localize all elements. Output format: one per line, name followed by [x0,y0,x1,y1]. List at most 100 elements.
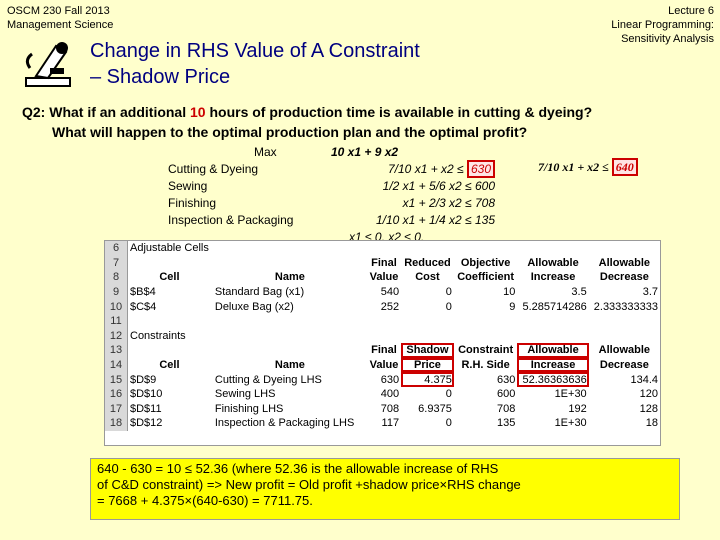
table-cell: 0 [445,300,452,313]
table-cell [211,343,367,358]
table-cell: 134.4 [630,373,658,386]
table-cell [517,241,588,256]
table-cell: Constraints [130,329,186,342]
table-cell: Price [401,357,454,373]
table-cell: Allowable [598,256,651,269]
table-cell: 0 [445,388,452,401]
table-cell: 18 [645,417,658,430]
table-cell: 708 [497,402,516,415]
table-cell [589,314,660,329]
sensitivity-table: 6 Adjustable Cells 7 Final Reduced Objective A… [105,241,660,431]
table-cell [401,241,454,256]
table-row: 11 [105,313,660,329]
table-cell: Cell [159,271,180,284]
table-cell: Increase [530,271,576,284]
row-number: 6 [105,241,128,256]
table-cell: Reduced [404,256,451,269]
callout-line3: = 7668 + 4.375×(640-630) = 7711.75. [97,493,313,508]
table-cell [367,241,401,256]
table-cell [517,314,588,329]
table-cell: 117 [381,417,400,430]
new-constraint-lhs: 7/10 x1 + x2 ≤ [538,160,612,174]
table-cell: 1E+30 [554,417,587,430]
table-cell: 630 [497,373,516,386]
lp-label-sewing: Sewing [168,179,208,193]
table-cell: Value [369,271,399,284]
table-cell [211,314,367,329]
table-cell: 540 [380,286,400,299]
lecture-header: Lecture 6 Linear Programming: Sensitivit… [611,4,714,46]
table-cell [454,314,518,329]
question-prefix: Q2: What if an additional [22,104,190,120]
table-cell [128,314,211,329]
table-cell: Allowable [598,344,651,357]
table-cell: Increase [517,357,589,373]
table-cell: $D$10 [130,388,163,401]
table-cell [454,241,518,256]
table-cell [211,241,367,256]
table-cell [401,314,454,329]
table-cell [128,343,211,358]
table-cell: Allowable [527,256,579,269]
table-cell: Standard Bag (x1) [214,286,305,299]
table-row: 15 $D$9 Cutting & Dyeing LHS 630 4.375 630 52.… [105,372,660,387]
lecture-topic: Linear Programming: [611,19,714,31]
callout-line2: of C&D constraint) => New profit = Old p… [97,477,521,492]
table-cell: R.H. Side [461,359,510,372]
table-cell: 192 [568,402,587,415]
new-constraint: 7/10 x1 + x2 ≤ 640 [538,158,638,176]
row-number: 17 [105,401,128,417]
course-header: OSCM 230 Fall 2013 Management Science [7,4,113,32]
table-row: 16 $D$10 Sewing LHS 400 0 600 1E+30 120 [105,386,660,402]
lp-constraint-sewing: 1/2 x1 + 5/6 x2 ≤ 600 [382,179,495,193]
course-subject: Management Science [7,19,114,31]
table-row: 12 Constraints [105,328,660,344]
table-cell: 9 [509,300,516,313]
lp-labels: Max Cutting & Dyeing Sewing Finishing In… [168,144,293,229]
callout-line1: 640 - 630 = 10 ≤ 52.36 (where 52.36 is t… [97,461,499,476]
row-number: 12 [105,328,128,344]
lecture-subtopic: Sensitivity Analysis [621,33,714,45]
lp-label-finishing: Finishing [168,196,217,210]
lp-label-inspection: Inspection & Packaging [168,213,294,227]
lp-constraint-cutting: 7/10 x1 + x2 ≤ [388,162,467,176]
table-cell: Cell [159,359,180,372]
table-cell [401,329,454,344]
table-cell [128,256,211,271]
table-row: 7 Final Reduced Objective Allowable Allowable [105,255,660,271]
table-row: 18 $D$12 Inspection & Packaging LHS 117 0 135… [105,416,660,431]
table-cell: Final [371,256,397,269]
table-cell: Objective [460,256,511,269]
table-cell: Shadow [401,343,454,358]
course-title: OSCM 230 Fall 2013 [7,5,110,17]
table-cell [367,329,401,344]
table-cell [589,241,660,256]
lp-objective: 10 x1 + 9 x2 [331,145,399,159]
table-row: 13 Final Shadow Constraint Allowable Allowabl… [105,343,660,358]
row-number: 13 [105,343,128,358]
table-cell: Coefficient [457,271,515,284]
table-cell: Constraint [458,344,514,357]
row-number: 9 [105,284,128,300]
question-hours-value: 10 [190,104,206,120]
table-cell [367,314,401,329]
sensitivity-report: 6 Adjustable Cells 7 Final Reduced Objective A… [104,240,661,446]
question-text: Q2: What if an additional 10 hours of pr… [22,102,702,142]
table-cell: Name [274,271,305,284]
slide-title: Change in RHS Value of A Constraint – Sh… [90,38,420,90]
table-cell: 708 [380,402,400,415]
table-cell [454,329,518,344]
table-cell: Cutting & Dyeing LHS [214,373,322,386]
lp-constraint-finishing: x1 + 2/3 x2 ≤ 708 [402,196,495,210]
table-cell: 4.375 [401,372,454,387]
question-suffix: hours of production time is available in… [205,104,593,120]
table-cell: 135 [497,417,516,430]
table-cell: 0 [445,417,452,430]
row-number: 18 [105,416,128,431]
table-row: 14 Cell Name Value Price R.H. Side Increase Dec… [105,357,660,373]
question-line2: What will happen to the optimal producti… [52,124,528,140]
table-cell: Decrease [599,359,649,372]
lp-formulation: 10 x1 + 9 x2 7/10 x1 + x2 ≤ 630 1/2 x1 +… [315,144,495,246]
row-number: 10 [105,299,128,314]
slide-title-line2: – Shadow Price [90,66,231,88]
